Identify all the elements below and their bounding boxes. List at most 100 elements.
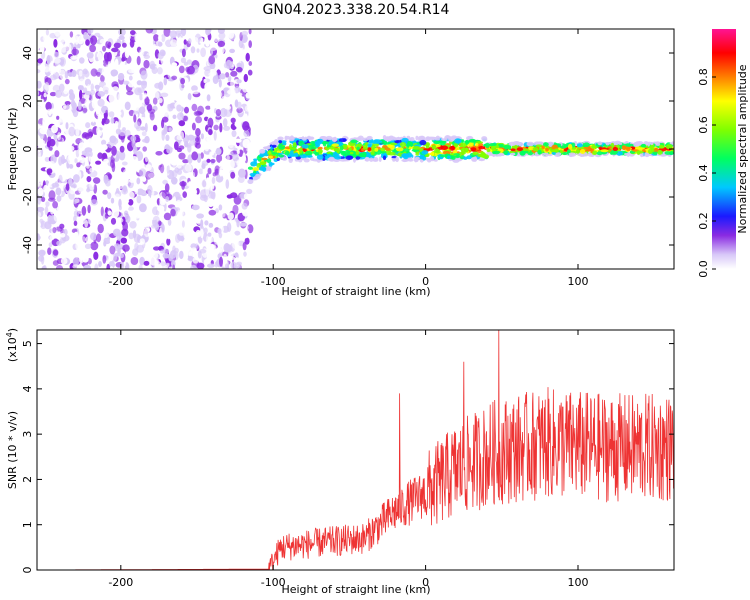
- heatmap-cell: [415, 156, 420, 160]
- heatmap-cell: [206, 158, 211, 163]
- heatmap-cell: [59, 83, 65, 92]
- heatmap-cell: [134, 33, 139, 42]
- colorbar-tick-label: 0.2: [697, 212, 710, 230]
- heatmap-cell: [152, 43, 158, 51]
- heatmap-cell: [90, 121, 96, 126]
- heatmap-cell: [196, 262, 205, 269]
- snr-y-scale-label: (x104): [5, 328, 19, 362]
- heatmap-cell: [133, 114, 137, 123]
- heatmap-cell: [371, 144, 376, 150]
- heatmap-cell: [245, 52, 250, 62]
- heatmap-cell: [86, 156, 91, 161]
- heatmap-cell: [207, 232, 212, 237]
- heatmap-cell: [372, 159, 379, 162]
- heatmap-cell: [123, 199, 130, 204]
- heatmap-x-ticks: -200 -100 0 100: [108, 29, 588, 288]
- heatmap-cell: [342, 144, 348, 150]
- heatmap-cell: [192, 37, 199, 45]
- heatmap-cell: [45, 101, 52, 111]
- heatmap-cell: [103, 158, 109, 164]
- snr-y-ticks: 0 1 2 3 4 5: [21, 340, 674, 574]
- heatmap-cell: [176, 209, 184, 217]
- heatmap-cell: [485, 142, 490, 149]
- heatmap-cell: [218, 204, 223, 211]
- heatmap-cell: [52, 260, 59, 266]
- heatmap-cell: [44, 75, 49, 82]
- heatmap-cell: [134, 214, 140, 219]
- x-tick-label: 100: [567, 275, 588, 288]
- heatmap-cell: [50, 208, 54, 215]
- heatmap-cell: [217, 29, 225, 34]
- heatmap-cell: [188, 181, 192, 186]
- heatmap-cell: [188, 38, 192, 44]
- colorbar: 0.0 0.2 0.4 0.6 0.8 Normalized spectral ampl…: [697, 29, 749, 278]
- heatmap-cell: [488, 143, 497, 147]
- heatmap-cell: [219, 160, 223, 171]
- heatmap-cell: [258, 159, 262, 162]
- heatmap-cell: [153, 175, 160, 181]
- heatmap-cell: [48, 190, 56, 201]
- heatmap-cell: [139, 203, 147, 213]
- heatmap-cell: [509, 150, 515, 154]
- heatmap-cell: [189, 232, 195, 241]
- heatmap-cell: [110, 117, 115, 124]
- heatmap-cell: [278, 143, 283, 146]
- heatmap-cell: [172, 196, 177, 205]
- heatmap-cell: [196, 178, 203, 188]
- heatmap-cell: [243, 193, 248, 199]
- heatmap-cell: [453, 143, 458, 148]
- heatmap-cell: [66, 68, 71, 76]
- heatmap-cell: [248, 40, 252, 48]
- heatmap-cell: [87, 138, 93, 146]
- heatmap-cell: [425, 136, 431, 142]
- heatmap-cell: [83, 264, 91, 269]
- heatmap-cell: [148, 172, 155, 178]
- heatmap-cell: [69, 187, 76, 195]
- heatmap-cell: [230, 40, 234, 49]
- heatmap-cell: [181, 48, 186, 58]
- heatmap-cell: [143, 54, 150, 60]
- heatmap-cell: [251, 167, 260, 172]
- heatmap-cell: [171, 170, 178, 178]
- heatmap-cell: [182, 191, 187, 199]
- heatmap-cell: [53, 212, 59, 222]
- heatmap-cell: [219, 211, 226, 218]
- heatmap-cell: [196, 48, 200, 53]
- heatmap-cell: [276, 157, 280, 161]
- heatmap-cell: [209, 151, 215, 156]
- heatmap-cell: [124, 202, 130, 210]
- heatmap-cell: [523, 150, 529, 154]
- heatmap-cell: [468, 142, 473, 147]
- heatmap-cell: [187, 144, 192, 153]
- heatmap-cell: [192, 171, 196, 181]
- heatmap-cell: [122, 127, 126, 132]
- heatmap-cell: [229, 159, 235, 169]
- heatmap-cell: [470, 147, 477, 152]
- heatmap-cell: [225, 105, 232, 110]
- heatmap-cell: [278, 140, 283, 144]
- heatmap-cell: [74, 158, 78, 164]
- heatmap-cell: [225, 163, 229, 173]
- heatmap-cell: [231, 219, 237, 227]
- heatmap-cell: [596, 151, 603, 156]
- heatmap-cell: [152, 75, 156, 85]
- heatmap-cell: [568, 152, 576, 156]
- heatmap-cell: [227, 77, 231, 82]
- heatmap-cell: [79, 57, 85, 64]
- heatmap-cell: [210, 103, 214, 111]
- heatmap-cell: [112, 228, 121, 237]
- heatmap-cell: [110, 217, 117, 225]
- heatmap-cell: [103, 240, 107, 247]
- heatmap-cell: [298, 140, 305, 146]
- heatmap-cell: [205, 234, 213, 244]
- heatmap-cell: [104, 131, 112, 138]
- heatmap-cell: [229, 48, 236, 54]
- heatmap-cell: [122, 221, 128, 232]
- heatmap-cell: [305, 155, 313, 158]
- heatmap-cell: [214, 90, 223, 99]
- heatmap-cell: [181, 220, 185, 228]
- heatmap-cell: [236, 101, 242, 110]
- heatmap-cell: [225, 244, 232, 253]
- heatmap-cell: [154, 222, 160, 231]
- heatmap-cell: [82, 68, 88, 75]
